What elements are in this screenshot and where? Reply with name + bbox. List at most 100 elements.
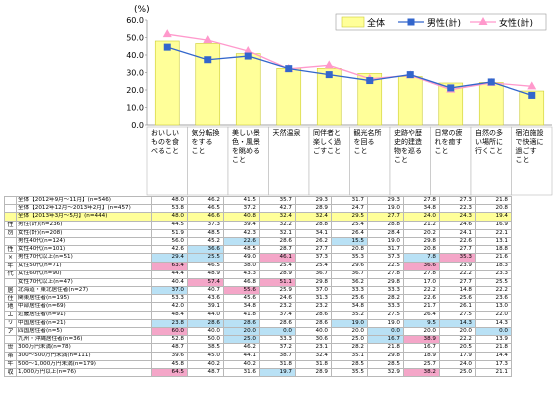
cell-value: 18.9 — [403, 351, 440, 361]
cell-value: 0.0 — [475, 326, 512, 337]
cell-value: 16.7 — [367, 335, 404, 345]
table-row: 性女性40代(n=101) 42.6 36.6 48.5 28.7 27.7 20.8 31.… — [4, 245, 512, 255]
bar-total — [195, 43, 221, 126]
cell-value: 26.4 — [403, 310, 440, 320]
table-row: 性男性(計)(n=236) 44.5 37.3 39.4 32.2 28.8 25.4 28.… — [4, 220, 512, 230]
cell-value: 39.4 — [223, 220, 260, 230]
cell-value: 19.0 — [367, 236, 404, 247]
cell-value: 23.1 — [295, 343, 332, 353]
cell-value: 27.3 — [439, 195, 476, 206]
legend-marker-male — [407, 18, 415, 26]
cell-value: 40.4 — [151, 277, 188, 288]
cell-value: 28.2 — [367, 294, 404, 304]
cell-value: 40.7 — [187, 286, 224, 296]
cell-value: 32.2 — [259, 220, 296, 230]
point-male — [406, 71, 414, 79]
cell-value: 13.1 — [475, 236, 512, 247]
category-label: 自然の多い場所に行くこと — [475, 128, 503, 155]
cell-value: 29.8 — [367, 277, 404, 288]
cell-value: 48.5 — [187, 228, 224, 238]
cell-value: 49.0 — [223, 253, 260, 263]
y-tick-label: 60.0 — [126, 16, 144, 25]
row-label: 500～1,000万円未満(n=179) — [16, 359, 152, 369]
category-label: 日常の疲れを癒すこと — [435, 128, 463, 155]
cell-value: 29.8 — [367, 351, 404, 361]
cell-value: 25.7 — [403, 359, 440, 369]
table-row: 世 300万円未満(n=78) 48.7 38.5 46.2 37.2 23.1 28.2 21… — [4, 343, 512, 353]
cell-value: 24.6 — [439, 220, 476, 230]
cell-value: 22.0 — [475, 310, 512, 320]
category-cell — [349, 126, 391, 196]
cell-value: 28.6 — [223, 318, 260, 329]
cell-value: 37.0 — [295, 286, 332, 296]
category-cell — [187, 126, 229, 196]
cell-value: 51.1 — [259, 277, 296, 288]
row-label: 関東居住者(n=195) — [16, 294, 152, 304]
cell-value: 21.8 — [475, 195, 512, 206]
cell-value: 22.5 — [367, 261, 404, 271]
row-group-label: 年 — [4, 359, 17, 369]
row-label: 女性40代(n=101) — [16, 245, 152, 255]
cell-value: 22.1 — [475, 228, 512, 238]
cell-value: 21.2 — [403, 220, 440, 230]
cell-value: 36.7 — [331, 269, 368, 279]
cell-value: 27.7 — [439, 277, 476, 288]
cell-value: 21.1 — [475, 367, 512, 378]
cell-value: 44.5 — [151, 220, 188, 230]
cell-value: 25.4 — [259, 261, 296, 271]
row-label: 中部居住者(n=69) — [16, 302, 152, 312]
table-row: 帯 300～500万円未満(n=111) 39.6 45.0 44.1 38.7 32.4 3… — [4, 351, 512, 361]
row-label: 四国居住者(n=5) — [16, 326, 152, 337]
cell-value: 23.2 — [295, 302, 332, 312]
cell-value: 28.5 — [331, 359, 368, 369]
cell-value: 25.4 — [295, 261, 332, 271]
row-label: 女性60代(n=90) — [16, 269, 152, 279]
table-row: 九州・沖縄居住者(n=36) 52.8 50.0 25.0 33.3 30.6 25.0 16… — [4, 335, 512, 345]
cell-value: 52.8 — [151, 335, 188, 345]
cell-value: 24.6 — [259, 294, 296, 304]
unit-label: (%) — [134, 5, 150, 15]
y-tick-label: 40.0 — [126, 51, 144, 60]
category-cell — [430, 126, 472, 196]
cell-value: 17.0 — [403, 277, 440, 288]
cell-value: 25.5 — [475, 277, 512, 288]
cell-value: 41.8 — [223, 310, 260, 320]
row-group-label: 性 — [4, 245, 17, 255]
point-female — [203, 35, 213, 44]
row-label: 男性(計)(n=236) — [16, 220, 152, 230]
point-male — [487, 78, 495, 86]
cell-value: 42.6 — [151, 245, 188, 255]
table-row: ア四国居住者(n=5) 60.0 40.0 20.0 0.0 40.0 20.0 0.0 20.… — [4, 326, 512, 337]
row-label: 全体【2012年9月～11月】(n=546) — [16, 195, 152, 206]
row-label: 全体【2013年3月～5月】(n=444) — [16, 212, 152, 222]
cell-value: 29.5 — [331, 212, 368, 222]
bars-series-total — [154, 40, 545, 126]
cell-value: 46.5 — [187, 204, 224, 214]
table-row: 収 1,000万円以上(n=76) 64.5 48.7 31.6 19.7 28.9 35.5… — [4, 367, 512, 378]
cell-value: 28.6 — [259, 318, 296, 329]
row-group-label: 年 — [4, 261, 17, 271]
cell-value: 27.8 — [403, 269, 440, 279]
cell-value: 25.0 — [439, 367, 476, 378]
cell-value: 40.2 — [187, 359, 224, 369]
row-group-label: 世 — [4, 343, 17, 353]
cell-value: 14.4 — [475, 351, 512, 361]
cell-value: 48.0 — [151, 195, 188, 206]
cell-value: 23.2 — [259, 302, 296, 312]
cell-value: 28.6 — [295, 310, 332, 320]
category-label: 天然温泉 — [273, 128, 301, 137]
row-group-label — [4, 212, 17, 222]
cell-value: 48.7 — [151, 343, 188, 353]
cell-value: 35.3 — [439, 253, 476, 263]
cell-value: 0.0 — [259, 326, 296, 337]
bar-total — [478, 82, 504, 126]
row-label: 300万円未満(n=78) — [16, 343, 152, 353]
cell-value: 37.3 — [367, 253, 404, 263]
cell-value: 35.7 — [259, 195, 296, 206]
y-tick-label: 10.0 — [126, 104, 144, 113]
cell-value: 21.6 — [475, 253, 512, 263]
cell-value: 41.5 — [223, 195, 260, 206]
legend-box — [335, 13, 547, 31]
table-row: 全体【2012年12月～2013年2月】(n=457) 53.8 46.5 37.2 4… — [4, 204, 512, 214]
